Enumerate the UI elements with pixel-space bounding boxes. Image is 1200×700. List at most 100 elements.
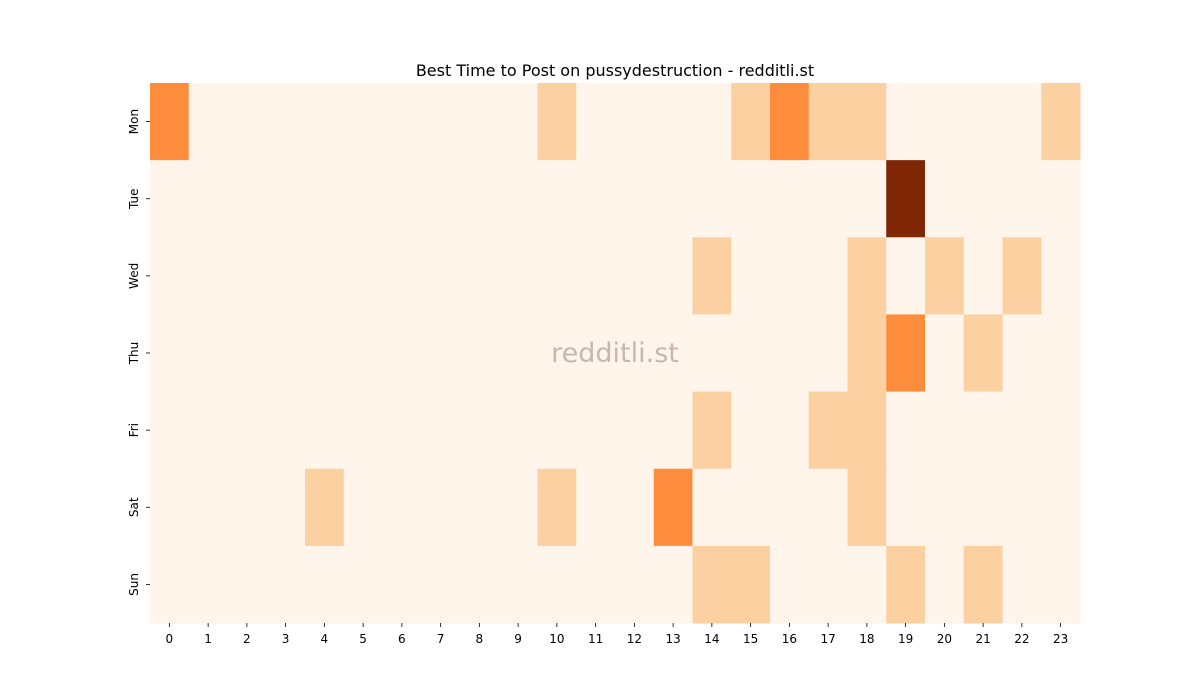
y-tick-label: Thu (127, 342, 141, 366)
x-tick-label: 12 (627, 632, 642, 646)
heatmap-cell-sat-8 (460, 468, 500, 547)
x-tick-label: 14 (704, 632, 719, 646)
heatmap-cell-fri-19 (886, 391, 926, 470)
x-tick-label: 15 (743, 632, 758, 646)
heatmap-cell-wed-5 (343, 237, 383, 315)
heatmap-cell-tue-22 (1002, 160, 1042, 238)
heatmap-cell-wed-3 (266, 237, 306, 315)
heatmap-cell-fri-15 (731, 391, 771, 470)
heatmap-cell-thu-21 (963, 314, 1003, 393)
chart-title: Best Time to Post on pussydestruction - … (416, 61, 814, 80)
heatmap-cell-sat-11 (576, 468, 616, 547)
heatmap-cell-thu-16 (770, 314, 810, 393)
heatmap-cell-wed-19 (886, 237, 926, 315)
heatmap-cell-tue-14 (692, 160, 732, 238)
heatmap-cell-tue-20 (925, 160, 965, 238)
heatmap-cell-sun-10 (537, 545, 577, 624)
x-tick-label: 9 (514, 632, 522, 646)
heatmap-cell-wed-1 (188, 237, 228, 315)
heatmap-cell-wed-12 (615, 237, 655, 315)
heatmap-cell-thu-12 (615, 314, 655, 393)
heatmap-cell-sat-18 (847, 468, 887, 547)
heatmap-cell-thu-0 (150, 314, 190, 393)
heatmap-cell-sun-9 (498, 545, 538, 624)
heatmap-cell-sun-4 (305, 545, 345, 624)
heatmap-cell-sat-3 (266, 468, 306, 547)
heatmap-cell-sun-18 (847, 545, 887, 624)
x-tick-label: 23 (1053, 632, 1068, 646)
x-tick-label: 4 (321, 632, 329, 646)
heatmap-cell-mon-13 (653, 83, 693, 161)
heatmap-cell-fri-0 (150, 391, 190, 470)
heatmap-cell-wed-21 (963, 237, 1003, 315)
heatmap-cell-sat-15 (731, 468, 771, 547)
y-axis: Mon Tue Wed Thu Fri Sat Sun (127, 109, 150, 596)
x-tick-label: 19 (898, 632, 913, 646)
heatmap-cell-wed-7 (421, 237, 461, 315)
heatmap-cell-tue-3 (266, 160, 306, 238)
heatmap-cell-thu-4 (305, 314, 345, 393)
heatmap-cell-mon-11 (576, 83, 616, 161)
heatmap-cell-thu-1 (188, 314, 228, 393)
heatmap-cell-mon-10 (537, 83, 577, 161)
heatmap-cell-wed-16 (770, 237, 810, 315)
heatmap-cell-sun-19 (886, 545, 926, 624)
y-tick-label: Fri (127, 423, 141, 437)
heatmap-cell-tue-4 (305, 160, 345, 238)
heatmap-cell-fri-2 (227, 391, 267, 470)
x-tick-label: 0 (166, 632, 174, 646)
heatmap-cell-wed-10 (537, 237, 577, 315)
heatmap-cell-wed-6 (382, 237, 422, 315)
heatmap-cell-sat-6 (382, 468, 422, 547)
heatmap-cell-sat-17 (808, 468, 848, 547)
x-tick-label: 3 (282, 632, 290, 646)
x-tick-label: 8 (476, 632, 484, 646)
heatmap-cell-mon-12 (615, 83, 655, 161)
heatmap-cell-sun-1 (188, 545, 228, 624)
y-tick-label: Tue (127, 188, 141, 210)
heatmap-cell-fri-18 (847, 391, 887, 470)
heatmap-cell-fri-3 (266, 391, 306, 470)
heatmap-cell-sun-20 (925, 545, 965, 624)
heatmap-cell-mon-14 (692, 83, 732, 161)
heatmap-cell-wed-20 (925, 237, 965, 315)
heatmap-cell-thu-17 (808, 314, 848, 393)
heatmap-cell-wed-23 (1041, 237, 1081, 315)
heatmap-cell-tue-9 (498, 160, 538, 238)
x-tick-label: 2 (243, 632, 251, 646)
heatmap-cell-sun-12 (615, 545, 655, 624)
x-tick-label: 1 (204, 632, 212, 646)
heatmap-cell-mon-0 (150, 83, 190, 161)
heatmap-cell-sat-5 (343, 468, 383, 547)
heatmap-cell-wed-0 (150, 237, 190, 315)
heatmap-cell-mon-7 (421, 83, 461, 161)
heatmap-cell-sun-6 (382, 545, 422, 624)
heatmap-cell-wed-2 (227, 237, 267, 315)
heatmap-cell-mon-2 (227, 83, 267, 161)
heatmap-cell-sun-17 (808, 545, 848, 624)
heatmap-cell-wed-22 (1002, 237, 1042, 315)
heatmap-cell-sat-7 (421, 468, 461, 547)
heatmap-cell-sun-15 (731, 545, 771, 624)
heatmap-cell-thu-6 (382, 314, 422, 393)
heatmap-cell-thu-7 (421, 314, 461, 393)
heatmap-cell-mon-21 (963, 83, 1003, 161)
heatmap-cell-sun-3 (266, 545, 306, 624)
heatmap-cell-thu-13 (653, 314, 693, 393)
y-tick-label: Mon (127, 109, 141, 134)
heatmap-cell-wed-4 (305, 237, 345, 315)
heatmap-cell-thu-11 (576, 314, 616, 393)
x-tick-label: 10 (549, 632, 564, 646)
heatmap-cell-fri-4 (305, 391, 345, 470)
heatmap-cell-mon-3 (266, 83, 306, 161)
x-tick-label: 21 (975, 632, 990, 646)
heatmap-cell-mon-17 (808, 83, 848, 161)
heatmap-cell-fri-7 (421, 391, 461, 470)
heatmap-cell-tue-10 (537, 160, 577, 238)
heatmap-cell-thu-2 (227, 314, 267, 393)
x-tick-label: 7 (437, 632, 445, 646)
x-tick-label: 20 (937, 632, 952, 646)
heatmap-cell-sun-7 (421, 545, 461, 624)
heatmap-cell-thu-18 (847, 314, 887, 393)
heatmap-cell-wed-14 (692, 237, 732, 315)
